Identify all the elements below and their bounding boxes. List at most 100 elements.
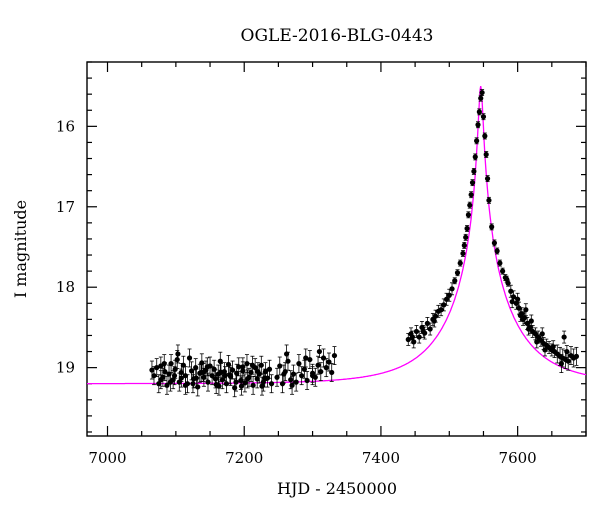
data-point bbox=[168, 361, 174, 367]
data-point bbox=[289, 382, 295, 388]
data-point bbox=[268, 381, 275, 387]
data-point bbox=[468, 192, 474, 198]
data-point bbox=[476, 109, 482, 115]
x-tick-label: 7600 bbox=[499, 449, 537, 467]
data-point bbox=[318, 369, 324, 375]
data-point bbox=[199, 360, 205, 366]
data-point bbox=[534, 339, 540, 345]
data-point bbox=[258, 362, 264, 368]
data-point bbox=[250, 382, 256, 388]
data-point bbox=[249, 362, 256, 368]
data-point bbox=[296, 361, 302, 367]
data-point bbox=[472, 154, 478, 160]
data-point bbox=[469, 180, 476, 186]
data-point bbox=[494, 248, 500, 254]
data-point bbox=[431, 318, 437, 324]
data-point bbox=[266, 366, 273, 372]
data-point bbox=[190, 381, 196, 387]
data-point bbox=[461, 242, 467, 248]
data-point bbox=[482, 133, 488, 139]
data-point bbox=[463, 234, 469, 240]
data-point bbox=[504, 276, 510, 282]
data-point bbox=[227, 372, 233, 378]
data-point bbox=[186, 355, 193, 361]
data-point bbox=[411, 339, 417, 345]
data-point bbox=[416, 334, 422, 340]
data-point bbox=[209, 373, 215, 379]
data-point bbox=[457, 260, 463, 266]
data-point bbox=[216, 383, 222, 389]
data-point bbox=[449, 286, 455, 292]
data-point bbox=[211, 366, 217, 372]
data-point bbox=[483, 151, 489, 158]
data-point bbox=[299, 373, 305, 379]
data-point bbox=[454, 270, 461, 276]
data-point bbox=[238, 377, 244, 384]
data-point bbox=[420, 328, 426, 335]
data-point bbox=[424, 320, 431, 326]
y-tick-label: 16 bbox=[56, 117, 75, 135]
data-point bbox=[561, 334, 567, 340]
data-point bbox=[222, 373, 228, 379]
model-curve bbox=[87, 85, 587, 385]
data-point bbox=[233, 379, 239, 385]
data-point bbox=[279, 381, 286, 387]
data-point bbox=[528, 318, 534, 324]
y-tick-label: 17 bbox=[56, 198, 75, 216]
data-point bbox=[262, 369, 269, 375]
data-point bbox=[259, 383, 265, 389]
data-point bbox=[204, 364, 210, 370]
data-point bbox=[154, 365, 160, 371]
data-point bbox=[242, 380, 248, 386]
chart-title: OGLE-2016-BLG-0443 bbox=[241, 26, 434, 46]
data-point bbox=[217, 358, 223, 364]
data-point bbox=[478, 95, 484, 101]
data-point bbox=[212, 376, 219, 382]
data-point bbox=[238, 383, 245, 389]
data-point bbox=[515, 296, 521, 302]
data-point bbox=[171, 373, 178, 379]
data-point bbox=[218, 369, 224, 376]
data-point bbox=[236, 364, 242, 370]
data-point bbox=[301, 366, 307, 372]
data-point bbox=[161, 361, 167, 367]
data-point bbox=[303, 355, 309, 361]
data-point bbox=[542, 347, 548, 353]
data-point bbox=[508, 288, 514, 294]
data-point bbox=[290, 371, 297, 377]
data-point bbox=[175, 351, 181, 357]
data-point bbox=[491, 240, 498, 246]
data-point bbox=[245, 376, 251, 382]
data-point bbox=[149, 367, 155, 373]
data-point bbox=[564, 348, 570, 355]
data-point bbox=[316, 348, 323, 355]
data-point bbox=[167, 379, 173, 385]
data-point bbox=[405, 336, 411, 343]
data-point bbox=[329, 369, 335, 376]
data-point bbox=[443, 296, 450, 302]
y-axis-label: I magnitude bbox=[11, 200, 30, 298]
x-axis-label: HJD - 2450000 bbox=[277, 479, 397, 498]
data-point bbox=[539, 331, 545, 337]
data-point bbox=[523, 307, 529, 313]
data-point bbox=[475, 122, 481, 128]
data-point bbox=[323, 365, 329, 371]
data-point bbox=[277, 363, 283, 369]
data-point bbox=[198, 369, 204, 376]
data-point bbox=[274, 374, 280, 380]
data-point bbox=[331, 352, 338, 359]
data-point bbox=[480, 114, 487, 120]
data-point bbox=[172, 366, 178, 372]
data-point bbox=[413, 328, 420, 335]
data-point bbox=[438, 307, 444, 313]
data-point bbox=[262, 375, 268, 381]
data-point bbox=[307, 356, 313, 363]
data-point bbox=[471, 168, 477, 174]
data-point bbox=[464, 225, 470, 232]
plot-frame bbox=[86, 61, 587, 437]
data-point bbox=[460, 250, 466, 257]
data-point bbox=[229, 367, 236, 373]
data-point bbox=[467, 202, 473, 208]
y-tick-label: 19 bbox=[56, 359, 75, 377]
